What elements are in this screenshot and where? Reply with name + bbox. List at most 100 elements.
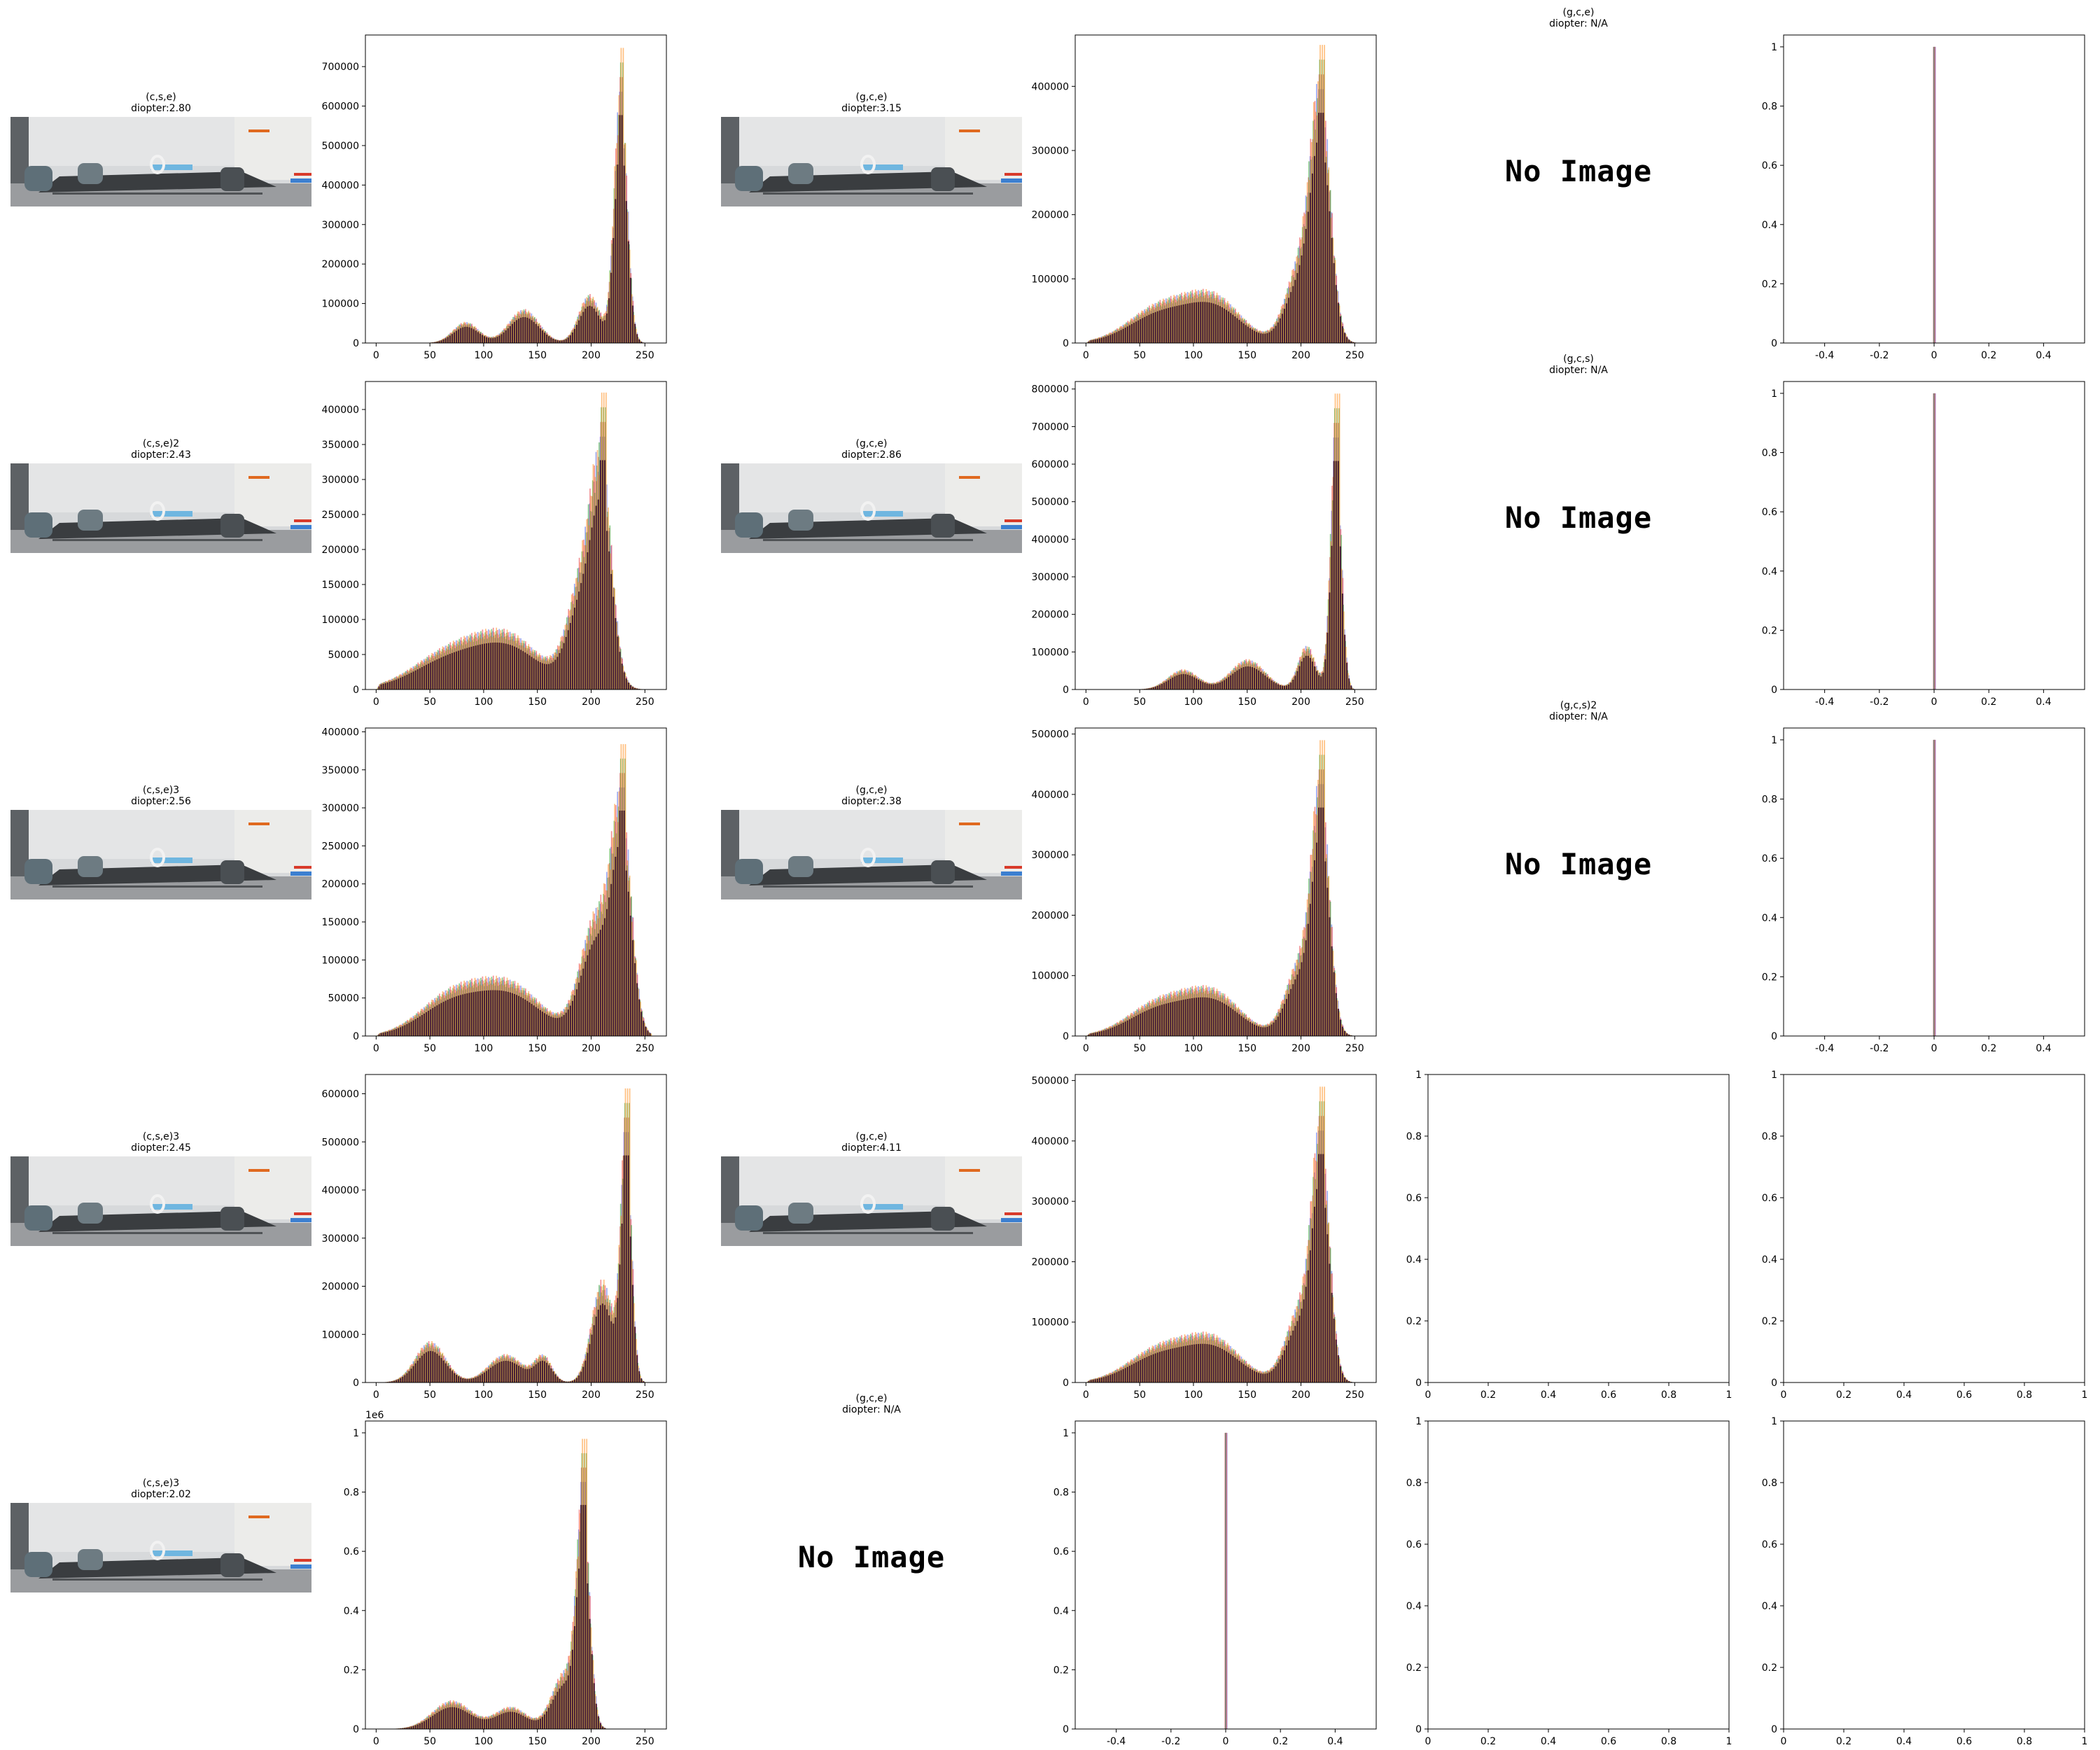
histogram-bar — [398, 1379, 400, 1382]
histogram-bar — [1195, 985, 1196, 1036]
histogram-bar — [542, 1006, 545, 1036]
y-tick-label: 0 — [1063, 685, 1069, 696]
histogram-bar — [388, 682, 391, 690]
histogram-bar — [406, 674, 408, 690]
histogram-bar — [1148, 688, 1150, 690]
y-tick-label: 300000 — [322, 220, 359, 231]
histogram-bar — [1338, 393, 1340, 690]
histogram-bar — [1308, 180, 1310, 343]
histogram-bar — [442, 656, 444, 690]
histogram-bar — [438, 654, 440, 690]
histogram-bar — [455, 329, 456, 343]
histogram-bar — [1176, 1001, 1178, 1036]
histogram-bar — [534, 321, 536, 343]
histogram-bar — [563, 643, 565, 690]
histogram-bar — [1341, 593, 1344, 690]
x-tick-label: 250 — [1345, 1043, 1364, 1054]
histogram-bar — [500, 1356, 502, 1382]
histogram-bar — [578, 582, 579, 690]
histogram-bar — [588, 1342, 590, 1382]
histogram-bar — [594, 477, 596, 690]
histogram-bar — [1161, 309, 1163, 343]
histogram-bar — [396, 1028, 398, 1036]
scene-thumbnail — [721, 117, 1022, 206]
histogram-bar — [1090, 340, 1092, 343]
histogram-bar — [622, 1156, 624, 1382]
x-tick-label: 100 — [475, 350, 493, 361]
histogram-bar — [1146, 688, 1148, 690]
x-tick-label: -0.4 — [1815, 350, 1834, 361]
histogram-bar — [541, 330, 544, 343]
histogram-bar — [444, 1000, 447, 1036]
histogram-bar — [1289, 282, 1291, 343]
histogram-bar — [1231, 1002, 1233, 1036]
x-tick-label: 200 — [1292, 1043, 1310, 1054]
histogram-chart: 0 50 100 150 200 2500100000200000300000400000… — [1032, 727, 1377, 1054]
x-tick-label: 50 — [424, 1390, 436, 1401]
histogram-bar — [1205, 985, 1208, 1036]
histogram-bar — [391, 681, 393, 690]
histogram-bar — [405, 673, 407, 690]
y-tick-label: 100000 — [1032, 647, 1069, 658]
histogram-bar — [1165, 302, 1166, 343]
histogram-bar — [587, 306, 589, 343]
histogram-bar — [1280, 306, 1282, 343]
histogram-bar — [569, 1005, 571, 1036]
histogram-bar — [480, 638, 482, 690]
histogram-bar — [636, 1355, 638, 1382]
histogram-bar — [610, 1312, 611, 1382]
histogram-bar — [1294, 271, 1295, 343]
histogram-bar — [1182, 673, 1184, 690]
histogram-bar — [1229, 1002, 1231, 1036]
histogram-bar — [1302, 216, 1304, 343]
histogram-bar — [561, 340, 563, 343]
histogram-bar — [561, 1380, 563, 1382]
histogram-bar — [548, 664, 550, 690]
histogram-bar — [496, 975, 498, 1036]
histogram-bar — [626, 860, 629, 1036]
histogram-bar — [530, 316, 532, 343]
histogram-bar — [1116, 1026, 1118, 1036]
axes-frame — [365, 1074, 667, 1383]
histogram-bar — [554, 340, 556, 343]
histogram-bar — [1154, 312, 1156, 343]
histogram-chart: 0 50 100 150 200 2500100000200000300000400000… — [322, 1074, 667, 1401]
histogram-bar — [421, 666, 424, 690]
histogram-bar — [493, 980, 495, 1036]
histogram-bar — [1105, 1030, 1107, 1036]
histogram-bar — [1226, 1004, 1228, 1036]
histogram-bar — [462, 327, 464, 343]
histogram-bar — [617, 1298, 619, 1382]
histogram-bar — [608, 897, 610, 1036]
histogram-bar — [1161, 1004, 1163, 1036]
histogram-bar — [1238, 1007, 1240, 1036]
histogram-bar — [556, 340, 559, 343]
histogram-bar — [1163, 1004, 1166, 1036]
histogram-bar — [460, 995, 462, 1036]
histogram-bar — [552, 662, 554, 690]
histogram-bar — [545, 1359, 547, 1382]
histogram-bar — [496, 337, 498, 343]
histogram-bar — [392, 1028, 394, 1036]
histogram-bar — [1145, 688, 1147, 690]
histogram-bar — [601, 392, 603, 690]
histogram-bar — [535, 1364, 537, 1382]
histogram-bar — [377, 686, 379, 690]
histogram-bar — [528, 655, 531, 690]
histogram-bar — [403, 1022, 405, 1036]
histogram-bar — [1337, 461, 1339, 690]
histogram-bar — [1176, 675, 1178, 690]
y-tick-label: 500000 — [322, 1137, 359, 1148]
image-title: (g,c,e) — [855, 92, 888, 103]
histogram-bar — [543, 1013, 546, 1036]
scene-thumbnail — [10, 810, 312, 899]
histogram-bar — [627, 241, 629, 343]
histogram-bar — [442, 1002, 444, 1036]
histogram-bar — [535, 1007, 537, 1036]
histogram-bar — [465, 986, 468, 1036]
histogram-bar — [470, 1378, 472, 1382]
histogram-bar — [532, 1362, 534, 1382]
histogram-bar — [1307, 923, 1309, 1036]
histogram-bar — [408, 1023, 410, 1036]
scene-thumbnail — [10, 1156, 312, 1246]
